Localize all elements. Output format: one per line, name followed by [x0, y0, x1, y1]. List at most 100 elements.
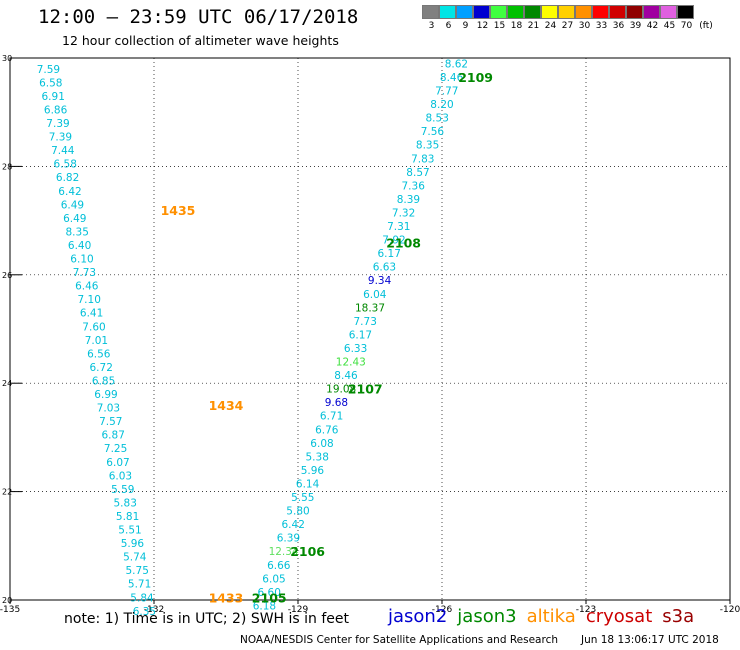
wave-height-label: 19.08 [326, 384, 356, 396]
y-tick-label: 26 [2, 271, 12, 280]
wave-height-label: 5.83 [114, 497, 137, 509]
x-tick-label: -135 [0, 605, 20, 615]
legend-label: 27 [561, 21, 574, 31]
wave-height-label: 5.84 [130, 592, 154, 604]
wave-height-label: 7.44 [51, 145, 75, 157]
wave-height-label: 7.01 [85, 335, 108, 347]
legend-swatch [558, 5, 575, 19]
wave-height-label: 5.38 [306, 451, 329, 463]
wave-height-label: 8.35 [66, 226, 89, 238]
x-tick-label: -123 [576, 605, 596, 615]
legend-swatch [575, 5, 592, 19]
wave-height-label: 6.86 [44, 104, 68, 116]
wave-height-label: 6.85 [92, 375, 115, 387]
legend-label: 70 [680, 21, 693, 31]
mission-jason3: jason3 [457, 606, 517, 627]
wave-height-label: 6.56 [87, 348, 111, 360]
footer-note: note: 1) Time is in UTC; 2) SWH is in fe… [64, 611, 350, 627]
wave-height-label: 6.35 [133, 606, 156, 618]
wave-height-label: 6.39 [277, 533, 300, 545]
legend-labels: 3 6 9 12 15 18 21 24 27 30 33 36 39 42 45 70 (ft) [422, 19, 713, 31]
legend-swatch [456, 5, 473, 19]
mission-cryosat: cryosat [585, 606, 653, 627]
wave-height-label: 6.03 [109, 470, 132, 482]
y-tick-label: 22 [2, 488, 12, 497]
wave-height-label: 6.66 [267, 560, 291, 572]
legend-unit: (ft) [699, 21, 713, 31]
legend-label: 39 [629, 21, 642, 31]
wave-height-label: 6.58 [39, 77, 62, 89]
pass-number-label: 2107 [348, 382, 383, 397]
legend-swatch [643, 5, 660, 19]
wave-height-label: 8.46 [334, 370, 358, 382]
wave-height-label: 7.32 [392, 207, 415, 219]
legend-label: 9 [462, 21, 469, 31]
y-tick-label: 20 [2, 596, 12, 605]
y-tick-label: 30 [2, 54, 12, 63]
y-tick-label: 24 [2, 379, 12, 388]
y-tick-label: 28 [2, 162, 12, 171]
wave-height-label: 5.71 [128, 579, 151, 591]
wave-height-label: 6.63 [373, 262, 396, 274]
wave-height-label: 6.17 [349, 329, 372, 341]
wave-height-label: 8.20 [430, 99, 453, 111]
wave-height-label: 6.05 [262, 573, 285, 585]
wave-height-label: 8.46 [440, 72, 464, 84]
wave-height-label: 6.04 [363, 289, 387, 301]
wave-height-label: 8.53 [426, 113, 449, 125]
wave-height-label: 7.39 [46, 118, 69, 130]
x-tick-label: -129 [288, 605, 309, 615]
legend-swatch [507, 5, 524, 19]
legend-swatch [524, 5, 541, 19]
wave-height-label: 6.17 [378, 248, 401, 260]
wave-height-label: 6.18 [253, 600, 276, 612]
wave-height-label: 8.57 [406, 167, 429, 179]
legend-swatch [609, 5, 626, 19]
legend-swatch [592, 5, 609, 19]
wave-height-label: 7.77 [435, 86, 458, 98]
legend-swatch [439, 5, 456, 19]
wave-height-label: 8.62 [445, 58, 468, 70]
pass-number-label: 1433 [209, 590, 244, 605]
wave-height-label: 6.42 [282, 519, 305, 531]
wave-height-label: 7.73 [73, 267, 96, 279]
wave-height-label: 7.59 [37, 64, 60, 76]
wave-height-label: 6.60 [258, 587, 281, 599]
legend-swatch [626, 5, 643, 19]
color-legend: 3 6 9 12 15 18 21 24 27 30 33 36 39 42 45 70 (ft) [422, 5, 713, 31]
wave-height-label: 8.39 [397, 194, 420, 206]
wave-height-label: 7.25 [104, 443, 127, 455]
mission-altika: altika [526, 606, 576, 627]
legend-label: 24 [544, 21, 557, 31]
wave-height-label: 5.96 [121, 538, 145, 550]
x-tick-label: -126 [432, 605, 453, 615]
wave-height-label: 6.40 [68, 240, 91, 252]
legend-swatch [660, 5, 677, 19]
pass-number-label: 2109 [458, 70, 493, 85]
wave-height-label: 7.92 [382, 235, 405, 247]
wave-height-label: 12.34 [269, 546, 299, 558]
pass-number-label: 2106 [290, 544, 325, 559]
wave-height-label: 8.35 [416, 140, 439, 152]
wave-height-label: 18.37 [355, 302, 385, 314]
legend-label: 3 [428, 21, 435, 31]
wave-height-label: 7.36 [402, 180, 426, 192]
wave-height-label: 6.42 [58, 186, 81, 198]
pass-number-label: 2108 [386, 235, 421, 250]
wave-height-label: 7.83 [411, 153, 434, 165]
generated-timestamp: Jun 18 13:06:17 UTC 2018 [581, 634, 719, 646]
wave-height-label: 7.10 [78, 294, 101, 306]
wave-height-label: 6.87 [102, 430, 125, 442]
wave-height-label: 6.71 [320, 411, 343, 423]
wave-height-label: 6.76 [315, 424, 339, 436]
wave-height-label: 6.82 [56, 172, 79, 184]
map-title: 12:00 – 23:59 UTC 06/17/2018 [38, 6, 359, 28]
legend-label: 18 [510, 21, 523, 31]
wave-height-label: 6.49 [61, 199, 84, 211]
wave-height-label: 6.41 [80, 308, 103, 320]
legend-label: 45 [663, 21, 676, 31]
wave-height-label: 5.59 [111, 484, 134, 496]
wave-height-label: 7.03 [97, 403, 120, 415]
wave-height-label: 6.33 [344, 343, 367, 355]
